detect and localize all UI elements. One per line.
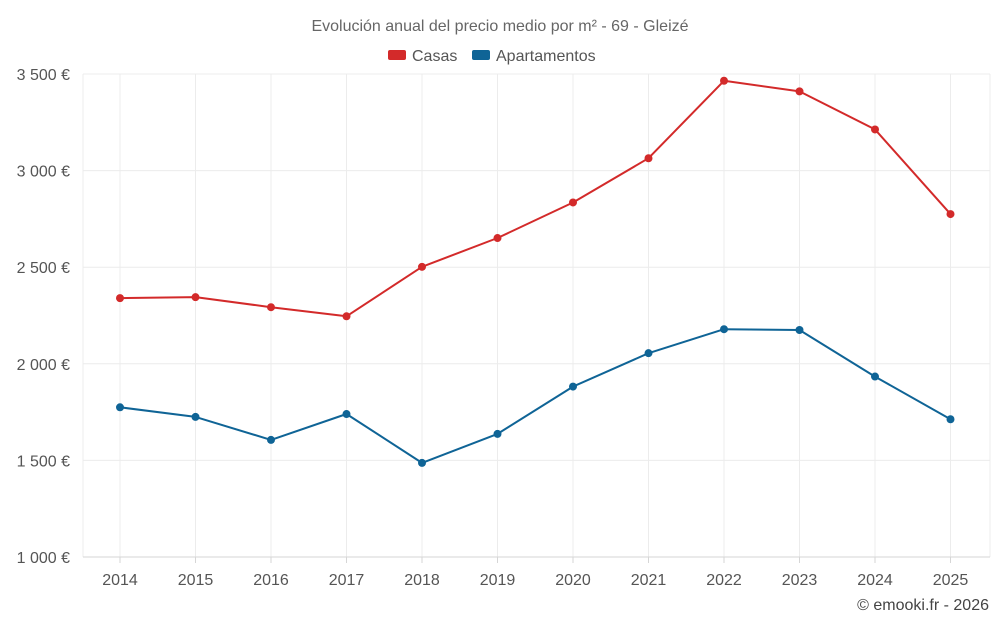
x-tick-label: 2014: [102, 572, 138, 589]
data-point-casas[interactable]: [720, 76, 728, 85]
data-point-casas[interactable]: [569, 198, 577, 207]
data-point-apartamentos[interactable]: [720, 325, 728, 334]
legend-item-apartamentos[interactable]: Apartamentos: [472, 48, 596, 65]
data-point-casas[interactable]: [871, 125, 879, 134]
x-tick-label: 2022: [706, 572, 742, 589]
series-casas: [116, 76, 955, 321]
data-point-apartamentos[interactable]: [493, 429, 502, 438]
data-point-apartamentos[interactable]: [644, 349, 653, 358]
data-point-apartamentos[interactable]: [418, 458, 426, 467]
y-tick-label: 1 500 €: [17, 453, 70, 470]
data-point-casas[interactable]: [493, 234, 502, 243]
data-point-apartamentos[interactable]: [342, 410, 351, 419]
legend-swatch-casas: [388, 50, 406, 60]
data-point-apartamentos[interactable]: [267, 435, 275, 444]
legend-swatch-apartamentos: [472, 50, 490, 60]
legend-label-apartamentos: Apartamentos: [496, 48, 596, 65]
x-tick-label: 2015: [178, 572, 214, 589]
y-tick-label: 1 000 €: [17, 550, 70, 567]
x-tick-label: 2018: [404, 572, 440, 589]
data-point-casas[interactable]: [267, 303, 275, 312]
data-point-casas[interactable]: [418, 262, 426, 271]
data-point-apartamentos[interactable]: [191, 412, 200, 421]
data-point-casas[interactable]: [946, 210, 955, 219]
chart-title: Evolución anual del precio medio por m² …: [311, 18, 688, 35]
data-point-casas[interactable]: [342, 312, 351, 321]
x-tick-label: 2020: [555, 572, 591, 589]
x-tick-label: 2025: [933, 572, 969, 589]
credit-text: © emooki.fr - 2026: [857, 597, 989, 614]
data-point-apartamentos[interactable]: [569, 382, 577, 391]
series-apartamentos: [116, 325, 955, 467]
data-point-apartamentos[interactable]: [871, 372, 879, 381]
x-tick-label: 2019: [480, 572, 516, 589]
legend-item-casas[interactable]: Casas: [388, 48, 457, 65]
y-tick-label: 3 000 €: [17, 164, 70, 181]
data-point-apartamentos[interactable]: [116, 403, 124, 412]
x-tick-label: 2021: [631, 572, 667, 589]
data-point-apartamentos[interactable]: [946, 415, 955, 424]
x-tick-label: 2023: [782, 572, 818, 589]
data-point-casas[interactable]: [191, 293, 200, 302]
y-tick-label: 2 000 €: [17, 357, 70, 374]
series-line-casas: [119, 79, 952, 318]
legend-label-casas: Casas: [412, 48, 457, 65]
data-point-casas[interactable]: [644, 154, 653, 163]
y-tick-label: 2 500 €: [17, 260, 70, 277]
axes: 1 000 € 1 500 € 2 000 € 2 500 € 3 000 € 3 500…: [17, 67, 990, 589]
y-tick-label: 3 500 €: [17, 67, 70, 84]
series: [116, 76, 955, 467]
data-point-casas[interactable]: [795, 87, 804, 96]
grid: [82, 73, 991, 557]
x-tick-label: 2024: [857, 572, 893, 589]
x-tick-label: 2017: [329, 572, 365, 589]
legend: Casas Apartamentos: [388, 48, 596, 65]
x-tick-label: 2016: [253, 572, 289, 589]
series-line-apartamentos: [119, 328, 951, 464]
data-point-apartamentos[interactable]: [795, 325, 804, 334]
data-point-casas[interactable]: [116, 294, 124, 303]
